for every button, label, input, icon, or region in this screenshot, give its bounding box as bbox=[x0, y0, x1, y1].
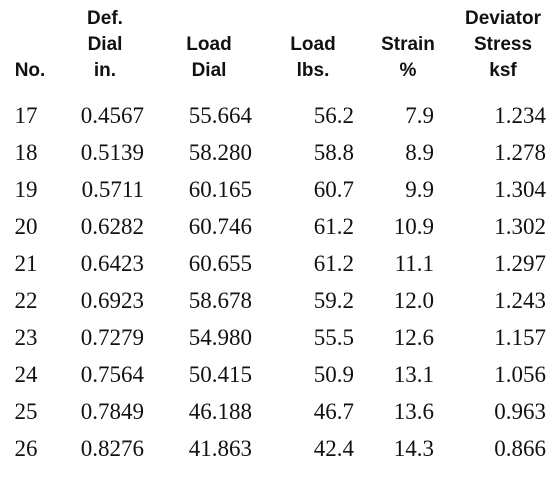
cell-no: 25 bbox=[14, 399, 38, 424]
cell-no: 19 bbox=[14, 177, 38, 202]
cell-load-lbs: 61.2 bbox=[313, 251, 354, 276]
header-load-lbs-line-2: lbs. bbox=[296, 60, 330, 81]
cell-load-dial: 58.678 bbox=[188, 288, 252, 313]
header-load-dial: Load Dial bbox=[172, 32, 246, 84]
cell-def-dial: 0.6423 bbox=[80, 251, 144, 276]
cell-def-dial: 0.8276 bbox=[80, 436, 144, 461]
cell-deviator-stress: 1.278 bbox=[494, 140, 546, 165]
cell-deviator-stress: 0.866 bbox=[494, 436, 546, 461]
cell-def-dial: 0.5711 bbox=[81, 177, 144, 202]
cell-load-dial: 58.280 bbox=[188, 140, 252, 165]
cell-load-dial: 60.746 bbox=[188, 214, 252, 239]
cell-def-dial: 0.7279 bbox=[80, 325, 144, 350]
cell-deviator-stress: 0.963 bbox=[494, 399, 546, 424]
cell-no: 17 bbox=[14, 103, 38, 128]
table-row: 25 0.7849 46.188 46.7 13.6 0.963 bbox=[0, 393, 560, 431]
header-deviator-line-1: Deviator bbox=[464, 8, 542, 29]
cell-no: 18 bbox=[14, 140, 38, 165]
cell-deviator-stress: 1.056 bbox=[494, 362, 546, 387]
cell-no: 23 bbox=[14, 325, 38, 350]
cell-deviator-stress: 1.297 bbox=[494, 251, 546, 276]
cell-strain: 13.6 bbox=[393, 399, 434, 424]
cell-load-dial: 41.863 bbox=[188, 436, 252, 461]
cell-def-dial: 0.7849 bbox=[80, 399, 144, 424]
cell-strain: 10.9 bbox=[393, 214, 434, 239]
cell-deviator-stress: 1.157 bbox=[494, 325, 546, 350]
cell-deviator-stress: 1.304 bbox=[494, 177, 546, 202]
header-def-dial-line-3: in. bbox=[93, 60, 117, 81]
cell-no: 24 bbox=[14, 362, 38, 387]
table-row: 26 0.8276 41.863 42.4 14.3 0.866 bbox=[0, 430, 560, 468]
cell-def-dial: 0.6282 bbox=[80, 214, 144, 239]
cell-load-lbs: 60.7 bbox=[313, 177, 354, 202]
header-strain-line-2: % bbox=[399, 60, 417, 81]
table-row: 20 0.6282 60.746 61.2 10.9 1.302 bbox=[0, 208, 560, 246]
header-deviator-line-2: Stress bbox=[473, 34, 533, 55]
header-def-dial-line-1: Def. bbox=[87, 8, 123, 29]
cell-strain: 12.6 bbox=[393, 325, 434, 350]
cell-def-dial: 0.5139 bbox=[80, 140, 144, 165]
cell-load-dial: 46.188 bbox=[188, 399, 252, 424]
table-row: 18 0.5139 58.280 58.8 8.9 1.278 bbox=[0, 134, 560, 172]
cell-strain: 12.0 bbox=[393, 288, 434, 313]
header-no: No. bbox=[6, 58, 54, 84]
table-row: 24 0.7564 50.415 50.9 13.1 1.056 bbox=[0, 356, 560, 394]
cell-no: 20 bbox=[14, 214, 38, 239]
cell-strain: 14.3 bbox=[393, 436, 434, 461]
cell-load-lbs: 59.2 bbox=[313, 288, 354, 313]
table-row: 19 0.5711 60.165 60.7 9.9 1.304 bbox=[0, 171, 560, 209]
cell-load-dial: 55.664 bbox=[188, 103, 252, 128]
table-row: 17 0.4567 55.664 56.2 7.9 1.234 bbox=[0, 97, 560, 135]
cell-load-lbs: 42.4 bbox=[313, 436, 354, 461]
header-load-dial-line-1: Load bbox=[186, 34, 232, 55]
cell-strain: 9.9 bbox=[405, 177, 434, 202]
table-row: 21 0.6423 60.655 61.2 11.1 1.297 bbox=[0, 245, 560, 283]
header-def-dial: Def. Dial in. bbox=[70, 6, 140, 84]
header-strain-line-1: Strain bbox=[381, 34, 435, 55]
cell-load-lbs: 58.8 bbox=[313, 140, 354, 165]
cell-load-dial: 50.415 bbox=[188, 362, 252, 387]
cell-deviator-stress: 1.234 bbox=[494, 103, 546, 128]
cell-strain: 13.1 bbox=[393, 362, 434, 387]
header-strain: Strain % bbox=[370, 32, 446, 84]
header-deviator-line-3: ksf bbox=[489, 60, 517, 81]
cell-load-lbs: 56.2 bbox=[313, 103, 354, 128]
cell-deviator-stress: 1.302 bbox=[494, 214, 546, 239]
cell-strain: 7.9 bbox=[405, 103, 434, 128]
header-load-dial-line-2: Dial bbox=[191, 60, 227, 81]
cell-def-dial: 0.6923 bbox=[80, 288, 144, 313]
cell-no: 21 bbox=[14, 251, 38, 276]
cell-load-dial: 60.165 bbox=[188, 177, 252, 202]
cell-load-lbs: 61.2 bbox=[313, 214, 354, 239]
table-row: 23 0.7279 54.980 55.5 12.6 1.157 bbox=[0, 319, 560, 357]
header-load-lbs-line-1: Load bbox=[290, 34, 336, 55]
header-def-dial-line-2: Dial bbox=[87, 34, 123, 55]
cell-no: 26 bbox=[14, 436, 38, 461]
table-row: 22 0.6923 58.678 59.2 12.0 1.243 bbox=[0, 282, 560, 320]
cell-load-dial: 60.655 bbox=[188, 251, 252, 276]
cell-no: 22 bbox=[14, 288, 38, 313]
header-deviator-stress: Deviator Stress ksf bbox=[452, 6, 554, 84]
cell-def-dial: 0.4567 bbox=[80, 103, 144, 128]
cell-def-dial: 0.7564 bbox=[80, 362, 144, 387]
cell-load-lbs: 55.5 bbox=[313, 325, 354, 350]
header-load-lbs: Load lbs. bbox=[278, 32, 348, 84]
cell-strain: 8.9 bbox=[405, 140, 434, 165]
cell-strain: 11.1 bbox=[394, 251, 434, 276]
cell-load-lbs: 50.9 bbox=[313, 362, 354, 387]
header-no-line: No. bbox=[14, 60, 46, 81]
cell-deviator-stress: 1.243 bbox=[494, 288, 546, 313]
cell-load-dial: 54.980 bbox=[188, 325, 252, 350]
cell-load-lbs: 46.7 bbox=[313, 399, 354, 424]
